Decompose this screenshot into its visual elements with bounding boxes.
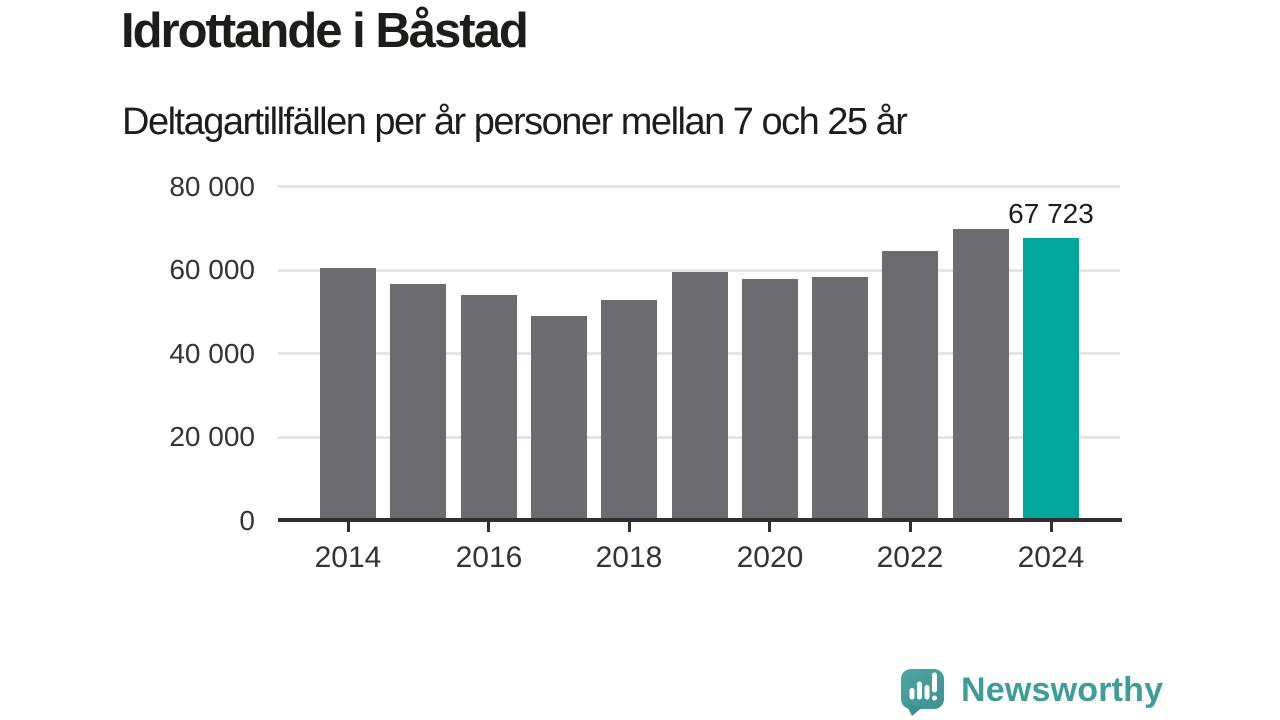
bar-value-label: 67 723 [1008, 198, 1094, 229]
y-axis-tick-label: 80 000 [169, 171, 255, 202]
y-axis-tick-label: 0 [239, 505, 255, 536]
x-axis-tick-label: 2014 [314, 541, 382, 574]
bar-2024 [1023, 238, 1079, 521]
x-axis-tick [347, 522, 350, 532]
bar-2020 [742, 279, 798, 521]
x-axis-tick-label: 2016 [455, 541, 523, 574]
bar-2014 [320, 268, 376, 521]
x-axis-tick [487, 522, 490, 532]
bar-2022 [882, 251, 938, 521]
x-axis-tick-label: 2020 [736, 541, 804, 574]
gridline-60000 [278, 269, 1120, 272]
x-axis-line [278, 518, 1122, 522]
x-axis-tick-label: 2022 [876, 541, 944, 574]
y-axis-tick-label: 40 000 [169, 338, 255, 369]
y-axis-tick-label: 20 000 [169, 421, 255, 452]
bar-2023 [953, 229, 1009, 521]
x-axis-tick [628, 522, 631, 532]
brand-footer: Newsworthy [897, 666, 1163, 718]
bar-2017 [531, 316, 587, 521]
bar-2019 [672, 272, 728, 521]
x-axis-tick-label: 2024 [1017, 541, 1085, 574]
bar-2021 [812, 277, 868, 521]
bar-2016 [461, 295, 517, 521]
bar-2018 [601, 300, 657, 521]
newsworthy-logo-icon [901, 669, 944, 716]
x-axis-tick-label: 2018 [595, 541, 663, 574]
chart-subtitle: Deltagartillfällen per år personer mella… [122, 101, 908, 143]
x-axis-tick [768, 522, 771, 532]
gridline-80000 [278, 185, 1120, 188]
x-axis-tick [1050, 522, 1053, 532]
y-axis-tick-label: 60 000 [169, 254, 255, 285]
brand-name: Newsworthy [961, 671, 1164, 709]
x-axis-tick [909, 522, 912, 532]
bar-2015 [390, 284, 446, 521]
page-title: Idrottande i Båstad [121, 4, 529, 58]
